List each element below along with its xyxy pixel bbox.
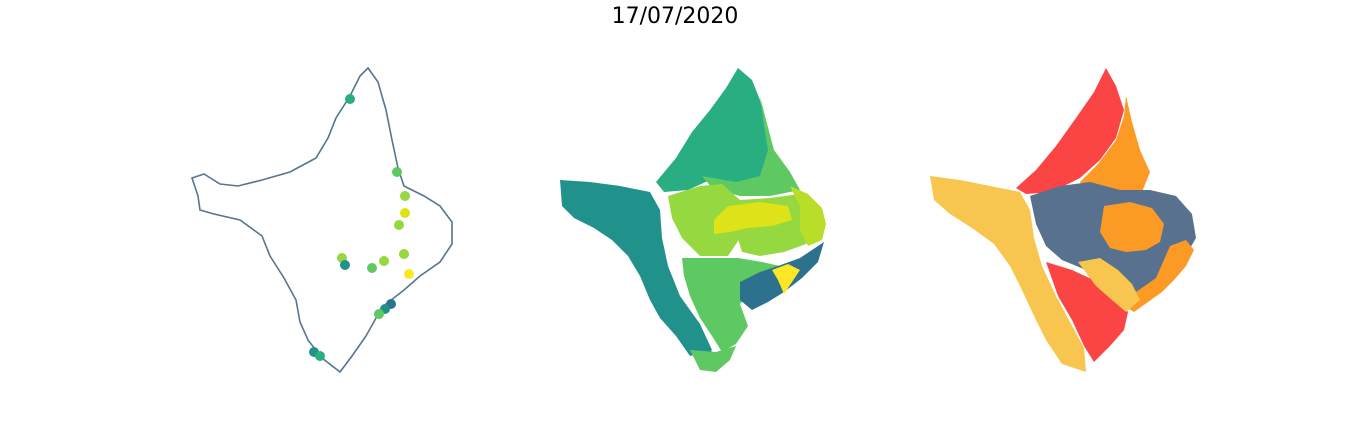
- region-southwest-band[interactable]: [648, 262, 712, 356]
- region-north-east[interactable]: [1080, 96, 1150, 196]
- classified-choropleth-layer: [930, 68, 1196, 372]
- station-point[interactable]: [367, 263, 377, 273]
- region-west-lowland[interactable]: [930, 176, 1086, 372]
- station-point[interactable]: [340, 260, 350, 270]
- region-north[interactable]: [1016, 68, 1124, 194]
- region-centre-core[interactable]: [714, 202, 792, 234]
- classified-choropleth-map: [930, 68, 1196, 372]
- station-point[interactable]: [374, 309, 384, 319]
- region-east[interactable]: [1124, 240, 1194, 312]
- station-point[interactable]: [399, 249, 409, 259]
- station-point[interactable]: [404, 269, 414, 279]
- station-point[interactable]: [345, 94, 355, 104]
- station-point[interactable]: [394, 220, 404, 230]
- station-point[interactable]: [379, 256, 389, 266]
- region-centre-west[interactable]: [668, 184, 744, 256]
- region-coastal-high[interactable]: [772, 264, 800, 294]
- region-south-tip[interactable]: [690, 346, 736, 372]
- region-east-upper[interactable]: [790, 186, 826, 246]
- continuous-choropleth-layer: [560, 68, 826, 372]
- region-north-east[interactable]: [702, 96, 800, 196]
- station-point[interactable]: [400, 191, 410, 201]
- region-south-central[interactable]: [1046, 262, 1128, 362]
- figure-title: 17/07/2020: [611, 4, 739, 29]
- station-point[interactable]: [400, 208, 410, 218]
- continuous-choropleth-map: [560, 68, 826, 372]
- station-point[interactable]: [315, 351, 325, 361]
- station-points-layer: [309, 94, 414, 361]
- region-centre-core[interactable]: [1100, 202, 1164, 252]
- region-south-band[interactable]: [1078, 258, 1140, 312]
- station-point[interactable]: [392, 167, 402, 177]
- basin-outline: [190, 66, 453, 374]
- region-north[interactable]: [656, 68, 770, 192]
- station-map: [190, 66, 453, 374]
